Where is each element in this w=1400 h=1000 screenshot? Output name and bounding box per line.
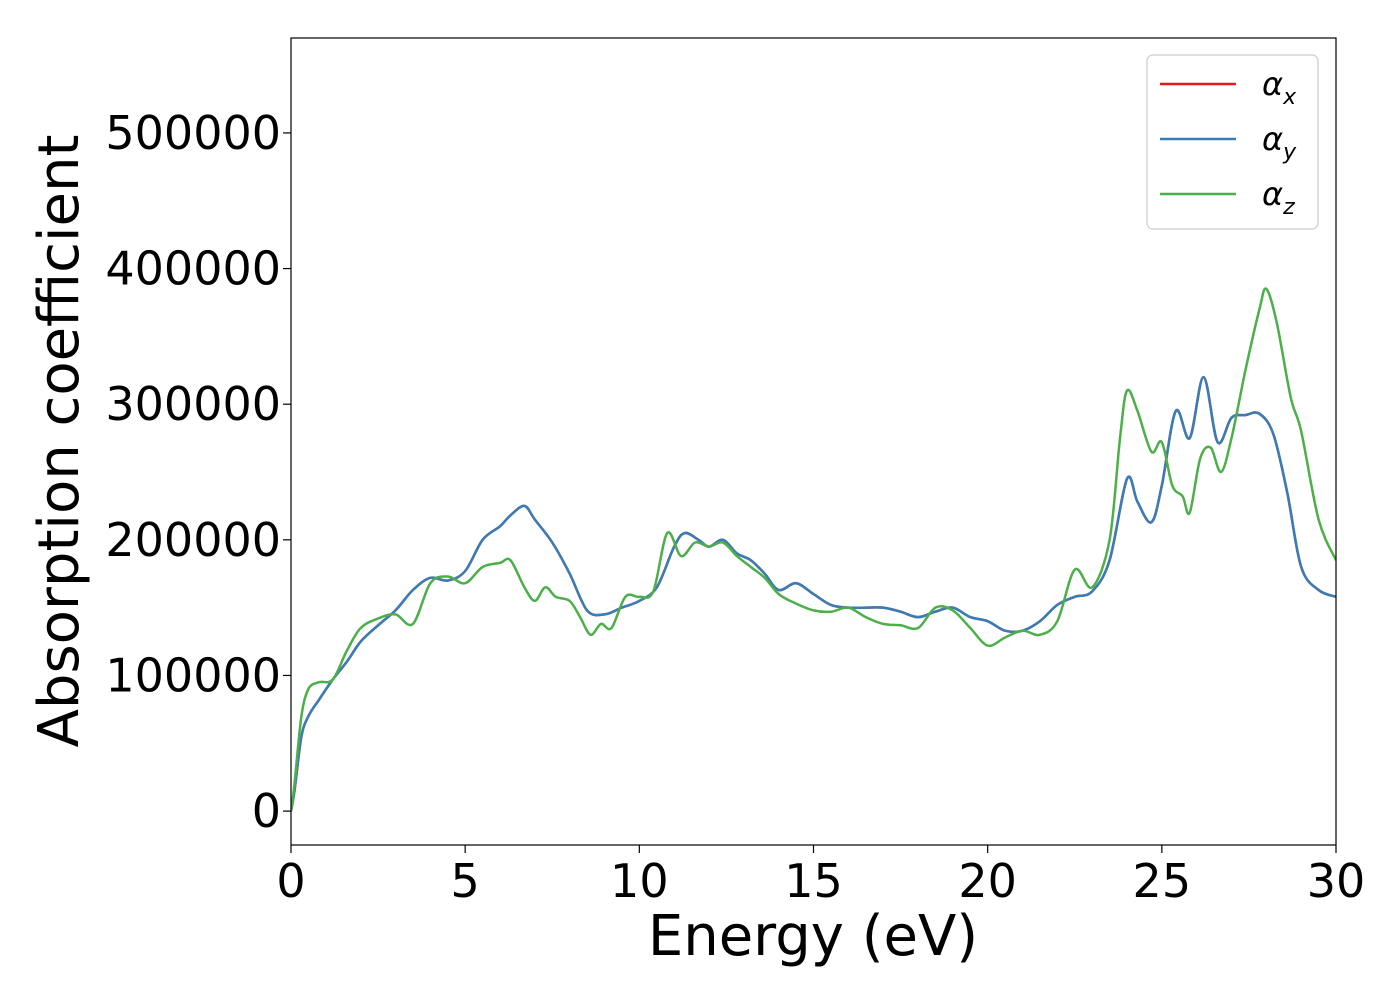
x-tick-label: 20 <box>958 854 1017 908</box>
legend-label-y: αy <box>1262 120 1297 165</box>
y-tick-label: 100000 <box>105 648 281 702</box>
x-tick-label: 0 <box>276 854 305 908</box>
x-tick-label: 10 <box>610 854 669 908</box>
y-tick-label: 400000 <box>105 242 281 296</box>
y-axis-label: Absorption coefficient <box>27 135 92 748</box>
series-line-y <box>291 375 1336 812</box>
legend-label-z: αz <box>1262 175 1295 220</box>
legend-frame <box>1146 54 1319 230</box>
x-tick-label: 30 <box>1307 854 1366 908</box>
x-axis-label: Energy (eV) <box>648 904 978 969</box>
y-tick-label: 0 <box>252 784 281 838</box>
series-line-z <box>291 287 1336 812</box>
y-axis-ticks: 0 100000 200000 300000 400000 500000 <box>105 106 291 838</box>
x-tick-label: 5 <box>451 854 480 908</box>
y-tick-label: 500000 <box>105 106 281 160</box>
legend: αx αy αz <box>1146 54 1319 230</box>
y-tick-label: 300000 <box>105 377 281 431</box>
x-axis-ticks: 0 5 10 15 20 25 30 <box>276 845 1365 908</box>
series-layer <box>291 287 1336 812</box>
x-tick-label: 15 <box>784 854 843 908</box>
legend-label-x: αx <box>1262 65 1297 110</box>
x-tick-label: 25 <box>1133 854 1192 908</box>
y-tick-label: 200000 <box>105 513 281 567</box>
